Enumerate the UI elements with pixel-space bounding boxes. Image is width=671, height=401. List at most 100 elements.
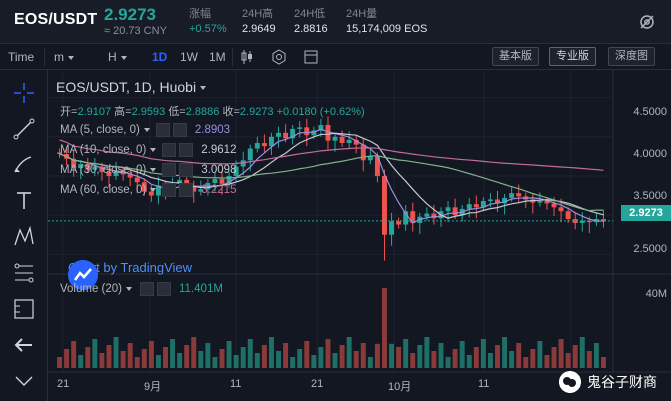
minute-dropdown[interactable]: m [54, 49, 74, 65]
volume-bar [276, 351, 281, 368]
volume-bar [134, 357, 140, 368]
volume-bar [495, 345, 500, 368]
volume-bar [113, 337, 119, 368]
volume-bar [473, 347, 479, 368]
settings-icon[interactable] [155, 123, 170, 137]
ma5-legend[interactable]: MA (5, close, 0) 2.8903 [60, 123, 230, 137]
candles-icon[interactable] [238, 48, 256, 66]
view-basic-button[interactable]: 基本版 [492, 47, 539, 66]
fib-icon[interactable] [11, 260, 37, 286]
candle-body [374, 156, 380, 176]
y-tick: 4.0000 [633, 148, 667, 160]
candle-body [339, 136, 345, 144]
crosshair-icon[interactable] [11, 80, 37, 106]
candle-body [487, 199, 493, 202]
volume-bar [579, 337, 585, 368]
volume-bar [268, 337, 274, 368]
chevron-down-icon[interactable] [200, 86, 207, 91]
ma10-legend[interactable]: MA (10, close, 0) 2.9612 [60, 143, 236, 157]
time-button[interactable]: Time [8, 50, 35, 64]
volume-bar [233, 355, 239, 368]
chevron-down-icon[interactable] [11, 368, 37, 394]
text-icon[interactable] [11, 188, 37, 214]
indicator-icon[interactable] [270, 48, 288, 66]
pattern-icon[interactable] [11, 224, 37, 250]
volume-bar [318, 347, 324, 368]
chevron-down-icon [68, 55, 74, 60]
volume-bar [360, 343, 366, 368]
settings-icon[interactable] [162, 143, 177, 157]
volume-bar [304, 341, 310, 368]
y-tick: 2.5000 [633, 243, 667, 255]
close-icon[interactable] [179, 163, 194, 177]
settings-icon[interactable] [162, 183, 177, 197]
hour-dropdown[interactable]: H [108, 49, 127, 65]
volume-bar [417, 345, 423, 368]
chart-title: EOS/USDT, 1D, Huobi [56, 79, 207, 95]
settings-icon[interactable] [637, 12, 657, 32]
x-tick: 11 [230, 378, 242, 390]
close-icon[interactable] [172, 123, 187, 137]
volume-bar [57, 357, 63, 368]
y-tick: 4.5000 [633, 106, 667, 118]
minute-dropdown-label: m [54, 50, 64, 64]
volume-bar [516, 343, 522, 368]
volume-bar [212, 357, 218, 368]
candle-body [155, 185, 161, 196]
ticker-header: EOS/USDT 2.9273 ≈ 20.73 CNY 涨幅 +0.57% 24… [0, 0, 671, 44]
view-depth-button[interactable]: 深度图 [608, 47, 655, 66]
toolbar-divider [232, 48, 233, 66]
interval-1w[interactable]: 1W [180, 50, 198, 64]
settings-icon[interactable] [140, 282, 155, 296]
settings-icon[interactable] [162, 163, 177, 177]
candle-body [600, 219, 606, 222]
low-label: 低= [168, 106, 186, 118]
price-chart[interactable]: EOS/USDT, 1D, Huobi 开=2.9107 高=2.9593 低=… [48, 70, 671, 401]
volume-bar [431, 351, 437, 368]
candle-body [85, 164, 91, 170]
layout-icon[interactable] [302, 48, 320, 66]
view-pro-button[interactable]: 专业版 [549, 47, 596, 66]
wechat-logo-icon [559, 371, 581, 393]
candle-body [516, 193, 522, 197]
ruler-icon[interactable] [11, 296, 37, 322]
close-icon[interactable] [179, 183, 194, 197]
close-label: 收= [222, 106, 240, 118]
close-icon[interactable] [157, 282, 172, 296]
volume-bar [64, 349, 70, 368]
candle-body [254, 143, 260, 149]
tradingview-brand[interactable]: Chart by TradingView [68, 260, 192, 290]
volume-bar [558, 339, 564, 368]
close-icon[interactable] [179, 143, 194, 157]
candle-body [261, 143, 267, 147]
open-value: 2.9107 [77, 106, 112, 118]
volume-legend[interactable]: Volume (20) 11.401M [60, 282, 223, 296]
volume-bar [459, 341, 465, 368]
brush-icon[interactable] [11, 152, 37, 178]
chart-toolbar: Time m H 1D 1W 1M 基本版 专业版 深度图 [0, 44, 671, 70]
ma60-line [59, 139, 604, 171]
stat-change-value: +0.57% [189, 23, 227, 35]
back-arrow-icon[interactable] [11, 332, 37, 358]
ma30-legend[interactable]: MA (30, close, 0) 3.0098 [60, 163, 236, 177]
ma60-legend[interactable]: MA (60, close, 0) 3.2215 [60, 183, 236, 197]
volume-bar [403, 339, 409, 368]
volume-bar [502, 337, 508, 368]
interval-1m[interactable]: 1M [209, 50, 226, 64]
volume-bar [537, 341, 543, 368]
candle-body [71, 158, 77, 169]
volume-bar [339, 345, 345, 368]
ohlc-legend: 开=2.9107 高=2.9593 低=2.8886 收=2.9273 +0.0… [60, 103, 365, 119]
candle-body [572, 219, 578, 223]
interval-1d[interactable]: 1D [152, 50, 168, 64]
candle-body [78, 164, 84, 169]
ma60-title: MA (60, close, 0) [60, 184, 147, 196]
stat-low: 24H低 2.8816 [294, 7, 328, 37]
trendline-icon[interactable] [11, 116, 37, 142]
chevron-down-icon [143, 128, 150, 132]
candle-body [177, 179, 183, 184]
volume-bar [184, 345, 190, 368]
volume-bar [410, 353, 416, 368]
chart-canvas[interactable] [48, 70, 671, 401]
candle-body [473, 204, 479, 208]
